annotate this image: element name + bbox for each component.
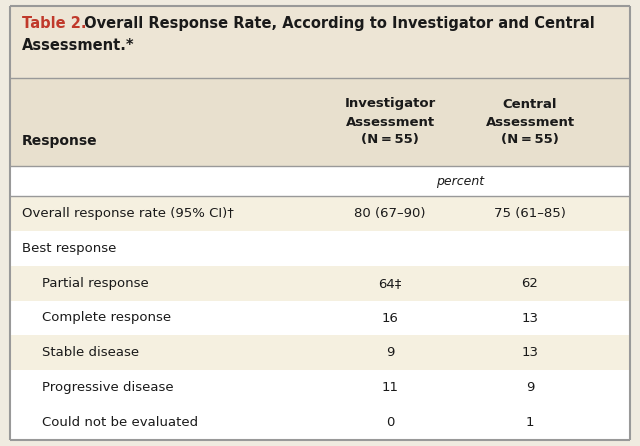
Text: 13: 13 — [522, 311, 538, 325]
Text: Best response: Best response — [22, 242, 116, 255]
Text: 0: 0 — [386, 416, 394, 429]
Bar — [10, 301, 630, 335]
Text: 9: 9 — [526, 381, 534, 394]
Bar — [10, 370, 630, 405]
Bar — [10, 6, 630, 78]
Text: Central
Assessment
(N = 55): Central Assessment (N = 55) — [485, 98, 575, 146]
Bar — [10, 266, 630, 301]
Bar — [10, 166, 630, 196]
Text: Complete response: Complete response — [42, 311, 171, 325]
Text: Overall response rate (95% CI)†: Overall response rate (95% CI)† — [22, 207, 234, 220]
Text: 16: 16 — [381, 311, 399, 325]
Text: 80 (67–90): 80 (67–90) — [355, 207, 426, 220]
Bar — [10, 196, 630, 231]
Text: 1: 1 — [525, 416, 534, 429]
Bar — [10, 231, 630, 266]
Text: Table 2.: Table 2. — [22, 16, 86, 31]
Text: 13: 13 — [522, 347, 538, 359]
Text: percent: percent — [436, 174, 484, 187]
Text: 64‡: 64‡ — [378, 277, 402, 289]
Text: Progressive disease: Progressive disease — [42, 381, 173, 394]
Text: 11: 11 — [381, 381, 399, 394]
Text: Assessment.*: Assessment.* — [22, 38, 134, 53]
Text: Stable disease: Stable disease — [42, 347, 139, 359]
Text: 62: 62 — [522, 277, 538, 289]
Bar — [10, 405, 630, 440]
Text: Overall Response Rate, According to Investigator and Central: Overall Response Rate, According to Inve… — [79, 16, 595, 31]
Text: Response: Response — [22, 134, 98, 148]
Text: Partial response: Partial response — [42, 277, 148, 289]
Text: Investigator
Assessment
(N = 55): Investigator Assessment (N = 55) — [344, 98, 436, 146]
Bar — [10, 78, 630, 166]
Text: 75 (61–85): 75 (61–85) — [494, 207, 566, 220]
Bar — [10, 335, 630, 370]
Text: Could not be evaluated: Could not be evaluated — [42, 416, 198, 429]
Text: 9: 9 — [386, 347, 394, 359]
